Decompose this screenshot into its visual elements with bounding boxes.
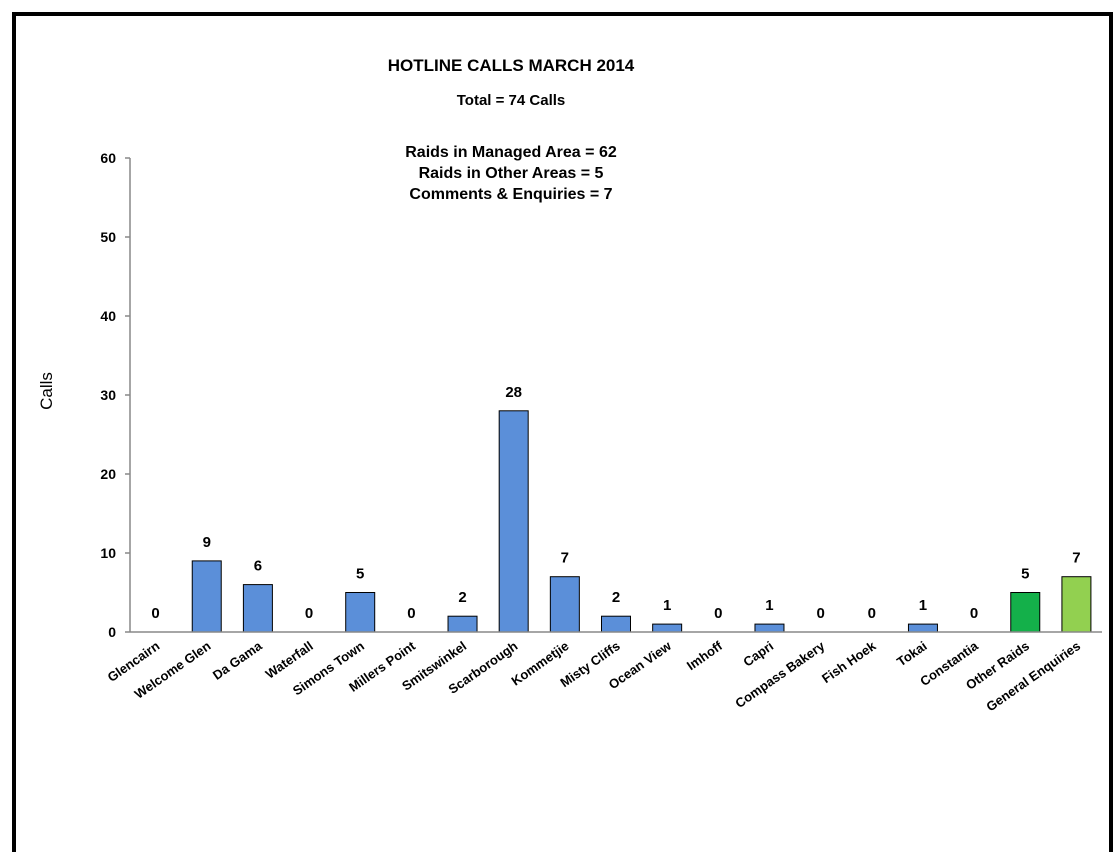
y-tick-label: 30	[100, 387, 116, 403]
data-label: 0	[305, 605, 313, 622]
bar	[549, 576, 580, 633]
bar	[345, 592, 376, 633]
data-label: 5	[1021, 566, 1029, 583]
data-label: 0	[714, 605, 722, 622]
chart-frame: HOTLINE CALLS MARCH 2014 Total = 74 Call…	[12, 12, 1113, 852]
y-axis-ticks: 0 10 20 30 40 50 60	[100, 150, 130, 640]
y-tick-label: 0	[108, 624, 116, 640]
data-label: 6	[254, 558, 262, 575]
data-label: 0	[151, 605, 159, 622]
y-tick-label: 50	[100, 229, 116, 245]
bar	[498, 410, 529, 633]
data-label: 0	[816, 605, 824, 622]
bar	[601, 615, 631, 633]
data-label: 2	[458, 589, 466, 606]
data-label: 0	[868, 605, 876, 622]
x-tick-label: Capri	[740, 638, 776, 669]
annotation-managed-area: Raids in Managed Area = 62	[405, 144, 617, 161]
chart-subtitle: Total = 74 Calls	[457, 92, 566, 109]
y-tick-label: 40	[100, 308, 116, 324]
x-tick-label: Compass Bakery	[732, 638, 828, 711]
bar	[652, 623, 683, 633]
data-label: 0	[970, 605, 978, 622]
x-tick-label: General Enquiries	[983, 638, 1083, 714]
annotation-comments-enquiries: Comments & Enquiries = 7	[409, 186, 612, 203]
data-label: 7	[561, 550, 569, 567]
bar	[191, 560, 222, 633]
y-tick-label: 60	[100, 150, 116, 166]
data-labels-group: 0 9 6 0 5 0 2 28 7 2 1 0 1 0 0 1 0 5 7	[151, 384, 1080, 622]
x-tick-label: Imhoff	[684, 638, 726, 673]
y-tick-label: 10	[100, 545, 116, 561]
data-label: 0	[407, 605, 415, 622]
y-axis-label: Calls	[37, 372, 56, 410]
bar	[242, 584, 273, 633]
bar	[447, 615, 478, 633]
data-label: 2	[612, 589, 620, 606]
data-label: 7	[1072, 550, 1080, 567]
annotation-other-areas: Raids in Other Areas = 5	[419, 165, 604, 182]
y-tick-label: 20	[100, 466, 116, 482]
data-label: 1	[663, 597, 671, 614]
data-label: 1	[765, 597, 773, 614]
bars-group	[191, 410, 1092, 633]
bar	[1061, 576, 1092, 633]
x-tick-label: Da Gama	[210, 638, 265, 683]
x-tick-label: Fish Hoek	[819, 638, 879, 686]
data-label: 1	[919, 597, 927, 614]
data-label: 9	[203, 534, 211, 551]
chart-title: HOTLINE CALLS MARCH 2014	[388, 56, 635, 75]
bar	[754, 623, 785, 633]
data-label: 28	[505, 384, 522, 401]
bar	[907, 623, 938, 633]
data-label: 5	[356, 566, 364, 583]
bar	[1010, 592, 1041, 633]
x-tick-label: Tokai	[894, 638, 930, 669]
bar-chart: HOTLINE CALLS MARCH 2014 Total = 74 Call…	[37, 56, 1102, 715]
